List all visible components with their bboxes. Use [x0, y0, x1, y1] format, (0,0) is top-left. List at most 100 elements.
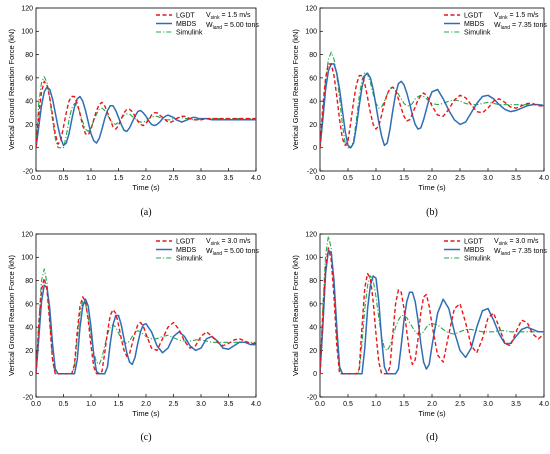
panel-caption: (b) [426, 207, 438, 218]
plot-frame [319, 7, 545, 172]
chart-panel-b: -20 0 20 40 60 80 100 120 0.0 0.5 1.0 1.5 2.0 2.5 3.0 3… [291, 5, 549, 218]
sink-velocity-text: Vsink = 3.0 m/s [494, 238, 539, 247]
x-tick-label: 2.0 [427, 175, 437, 182]
y-tick-label: 0 [313, 145, 317, 152]
y-tick-label: 40 [309, 325, 317, 332]
y-tick-label: 100 [305, 29, 317, 36]
y-tick-label: 120 [21, 231, 33, 238]
y-tick-label: 80 [309, 278, 317, 285]
x-tick-label: 3.5 [224, 401, 234, 408]
series-line-mbds [36, 86, 256, 148]
y-tick-label: 40 [309, 99, 317, 106]
x-tick-label: 4.0 [251, 401, 261, 408]
x-tick-label: 1.5 [114, 175, 124, 182]
x-tick-label: 0.0 [31, 401, 41, 408]
y-tick-label: 0 [29, 145, 33, 152]
x-tick-label: 0.5 [343, 175, 353, 182]
legend-label-mbds: MBDS [464, 247, 485, 254]
legend-label-lgdt: LGDT [464, 12, 483, 19]
x-tick-label: 2.5 [169, 175, 179, 182]
x-tick-label: 1.0 [86, 401, 96, 408]
y-tick-label: 20 [309, 122, 317, 129]
y-tick-label: 0 [29, 371, 33, 378]
y-tick-label: 20 [25, 348, 33, 355]
landing-weight-text: Wland = 7.35 tons [494, 22, 547, 31]
y-tick-label: 60 [25, 301, 33, 308]
legend-label-lgdt: LGDT [464, 238, 483, 245]
legend-label-simulink: Simulink [176, 29, 203, 36]
series-line-simulink [320, 235, 544, 375]
chart-panel-d: -20 0 20 40 60 80 100 120 0.0 0.5 1.0 1.5 2.0 2.5 3.0 3… [291, 231, 549, 443]
chart-panel-a: -20 0 20 40 60 80 100 120 0.0 0.5 1.0 1.5 2.0 2.5 3.0 3… [7, 5, 261, 218]
legend-label-lgdt: LGDT [176, 12, 195, 19]
landing-weight-text: Wland = 7.35 tons [494, 248, 547, 257]
series-line-lgdt [320, 247, 544, 375]
y-tick-label: 100 [21, 255, 33, 262]
y-tick-label: 120 [21, 5, 33, 12]
y-tick-label: 60 [25, 75, 33, 82]
y-tick-label: 120 [305, 5, 317, 12]
series-line-simulink [36, 268, 256, 375]
legend-label-mbds: MBDS [176, 247, 197, 254]
sink-velocity-text: Vsink = 3.0 m/s [206, 238, 251, 247]
y-tick-label: 80 [25, 278, 33, 285]
legend-label-lgdt: LGDT [176, 238, 195, 245]
x-tick-label: 2.5 [169, 401, 179, 408]
landing-weight-text: Wland = 5.00 tons [206, 248, 259, 257]
x-axis-label: Time (s) [132, 183, 160, 192]
y-tick-label: 60 [309, 75, 317, 82]
y-axis-label: Vertical Ground Reaction Force (kN) [291, 255, 300, 376]
x-tick-label: 1.0 [371, 401, 381, 408]
x-tick-label: 2.0 [141, 175, 151, 182]
y-tick-label: 20 [25, 122, 33, 129]
x-tick-label: 4.0 [251, 175, 261, 182]
series-line-simulink [320, 51, 544, 149]
x-tick-label: 3.5 [511, 401, 521, 408]
series-line-lgdt [36, 277, 256, 375]
series-line-lgdt [320, 63, 544, 148]
x-tick-label: 1.5 [399, 401, 409, 408]
x-tick-label: 4.0 [539, 175, 549, 182]
landing-weight-text: Wland = 5.00 tons [206, 22, 259, 31]
y-tick-label: 40 [25, 325, 33, 332]
legend-label-mbds: MBDS [176, 21, 197, 28]
x-tick-label: 1.5 [399, 175, 409, 182]
y-tick-label: 80 [309, 52, 317, 59]
y-tick-label: -20 [307, 394, 317, 401]
y-tick-label: 20 [309, 348, 317, 355]
x-tick-label: 2.0 [141, 401, 151, 408]
x-tick-label: 0.0 [315, 175, 325, 182]
series-line-simulink [36, 76, 256, 149]
x-tick-label: 3.0 [196, 401, 206, 408]
y-tick-label: 60 [309, 301, 317, 308]
series-line-mbds [36, 284, 256, 375]
series-line-mbds [320, 249, 544, 375]
x-tick-label: 0.0 [31, 175, 41, 182]
y-tick-label: -20 [23, 168, 33, 175]
y-axis-label: Vertical Ground Reaction Force (kN) [7, 29, 16, 150]
legend-label-simulink: Simulink [464, 255, 491, 262]
x-axis-label: Time (s) [132, 409, 160, 418]
x-tick-label: 3.0 [196, 175, 206, 182]
x-tick-label: 0.5 [59, 401, 69, 408]
y-axis-label: Vertical Ground Reaction Force (kN) [291, 29, 300, 150]
y-tick-label: -20 [307, 168, 317, 175]
x-tick-label: 0.5 [59, 175, 69, 182]
chart-panel-c: -20 0 20 40 60 80 100 120 0.0 0.5 1.0 1.5 2.0 2.5 3.0 3… [7, 231, 261, 443]
x-tick-label: 2.5 [455, 401, 465, 408]
x-tick-label: 3.5 [511, 175, 521, 182]
x-axis-label: Time (s) [418, 409, 446, 418]
y-tick-label: 40 [25, 99, 33, 106]
y-tick-label: 120 [305, 231, 317, 238]
x-tick-label: 0.0 [315, 401, 325, 408]
x-tick-label: 2.0 [427, 401, 437, 408]
x-axis-label: Time (s) [418, 183, 446, 192]
x-tick-label: 2.5 [455, 175, 465, 182]
x-tick-label: 1.0 [86, 175, 96, 182]
plot-frame [319, 233, 545, 398]
x-tick-label: 3.5 [224, 175, 234, 182]
x-tick-label: 0.5 [343, 401, 353, 408]
sink-velocity-text: Vsink = 1.5 m/s [206, 12, 251, 21]
